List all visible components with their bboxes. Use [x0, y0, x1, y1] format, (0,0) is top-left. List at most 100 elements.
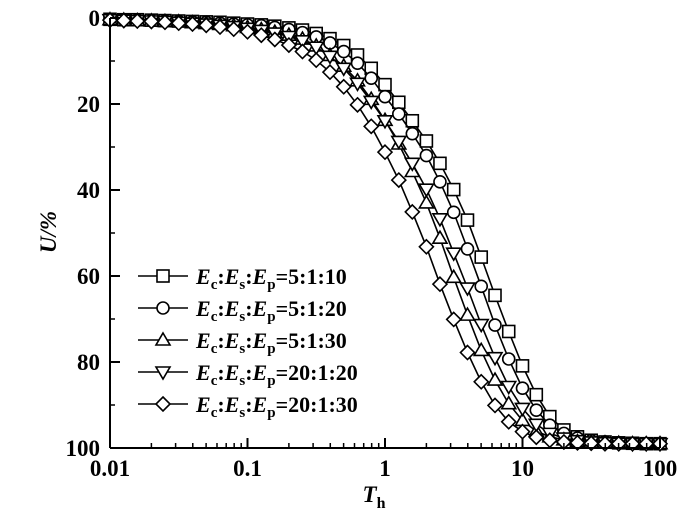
legend-label-part: :	[245, 264, 252, 289]
legend-label-part: c	[211, 373, 218, 389]
series-5-point	[528, 429, 545, 446]
series-2-point	[515, 381, 530, 396]
series-2-point	[419, 148, 434, 163]
legend-label-part: E	[195, 296, 211, 321]
series-5-point	[170, 15, 187, 32]
series-3-point	[500, 395, 518, 410]
series-2-point	[488, 318, 502, 332]
ticks-layer: 0.01 0.1 1 10 100 0 20 40 60 80 100	[66, 6, 678, 481]
series-5-point	[486, 397, 504, 414]
series-1-point	[529, 387, 544, 402]
series-1	[103, 12, 667, 451]
legend-label: Ec:Es:Ep=20:1:30	[195, 392, 358, 421]
legend-label-part: E	[252, 264, 268, 289]
legend-marker	[154, 395, 172, 413]
legend-label-part: s	[239, 277, 245, 293]
legend-label-part: E	[224, 264, 240, 289]
series-3-point	[431, 229, 449, 244]
y-tick-label: 80	[77, 350, 100, 375]
series-5-point	[500, 413, 517, 430]
legend-label: Ec:Es:Ep=5:1:10	[195, 264, 347, 293]
legend-item: Ec:Es:Ep=20:1:30	[138, 392, 358, 421]
legend-marker	[156, 301, 170, 315]
legend-label: Ec:Es:Ep=5:1:20	[195, 296, 347, 325]
series-1-point	[446, 182, 461, 197]
series-2-point	[474, 279, 489, 294]
series-2-point	[350, 56, 365, 70]
legend-label-part: p	[267, 277, 275, 293]
series-5-point	[198, 17, 215, 34]
series-2-point	[364, 71, 379, 85]
legend-label-part: E	[252, 360, 268, 385]
legend-label-part: =5:1:20	[276, 296, 347, 321]
series-5	[101, 12, 669, 452]
legend-label-part: E	[252, 392, 268, 417]
series-5-point	[321, 64, 339, 81]
legend-label-part: E	[252, 296, 268, 321]
legend-item: Ec:Es:Ep=5:1:20	[138, 296, 347, 325]
series-4-point	[349, 77, 366, 92]
legend-marker	[156, 269, 170, 283]
legend-label-part: :	[245, 328, 252, 353]
series-3-point	[459, 306, 476, 321]
series-2-point	[460, 242, 475, 256]
legend-label-part: :	[217, 360, 224, 385]
series-1-point	[392, 95, 406, 110]
legend-label-part: E	[224, 392, 240, 417]
legend-label-part: p	[267, 373, 275, 389]
series-1-point	[405, 113, 420, 128]
y-tick-label: 60	[77, 264, 100, 289]
series-5-point	[280, 36, 298, 54]
legend-label: Ec:Es:Ep=5:1:30	[195, 328, 347, 357]
series-5-point	[129, 12, 146, 30]
legend-label-part: s	[239, 373, 245, 389]
legend-item: Ec:Es:Ep=5:1:30	[138, 328, 347, 357]
series-2-point	[433, 175, 447, 189]
series-2-point	[501, 352, 516, 366]
series-5-point	[335, 78, 352, 95]
series-4-point	[527, 418, 545, 433]
x-axis-label-sub: h	[377, 495, 386, 512]
series-2-point	[529, 403, 544, 417]
legend-label-part: c	[211, 341, 218, 357]
legend-label-part: E	[195, 264, 211, 289]
legend-label-part: p	[267, 405, 275, 421]
series-4-point	[294, 34, 311, 50]
legend-label-part: E	[195, 392, 211, 417]
series-4-point	[335, 62, 353, 77]
legend: Ec:Es:Ep=5:1:10Ec:Es:Ep=5:1:20Ec:Es:Ep=5…	[138, 264, 358, 421]
legend-label-part: E	[252, 328, 268, 353]
series-2-point	[378, 89, 392, 104]
y-axis-label: U/%	[36, 211, 61, 253]
series-2-point	[336, 44, 351, 59]
series-3-point	[472, 341, 490, 357]
legend-label-part: c	[211, 277, 218, 293]
series-5-point	[239, 23, 256, 40]
x-tick-label: 0.01	[90, 456, 130, 481]
series-4-point	[472, 318, 490, 334]
series-4-point	[514, 402, 531, 418]
legend-label-part: E	[224, 328, 240, 353]
series-1-point	[378, 77, 392, 92]
x-tick-label: 0.1	[233, 456, 262, 481]
series-4-point	[307, 41, 325, 56]
legend-label-part: s	[239, 405, 245, 421]
legend-label-part: p	[267, 309, 275, 325]
series-5-point	[445, 311, 462, 328]
series-3-point	[417, 194, 435, 209]
legend-item: Ec:Es:Ep=20:1:20	[138, 360, 358, 389]
series-4-point	[459, 282, 476, 297]
x-tick-label: 100	[643, 456, 678, 481]
series-3-point	[445, 268, 463, 284]
legend-label-part: =5:1:30	[276, 328, 347, 353]
legend-label: Ec:Es:Ep=20:1:20	[195, 360, 358, 389]
series-5-point	[349, 96, 366, 113]
series-5-point	[363, 118, 380, 135]
series-2-point	[392, 107, 406, 121]
series-1-point	[433, 156, 447, 171]
legend-label-part: E	[224, 296, 240, 321]
legend-label-part: E	[195, 360, 211, 385]
legend-label-part: :	[217, 392, 224, 417]
x-tick-label: 10	[511, 456, 534, 481]
y-tick-label: 40	[77, 178, 100, 203]
